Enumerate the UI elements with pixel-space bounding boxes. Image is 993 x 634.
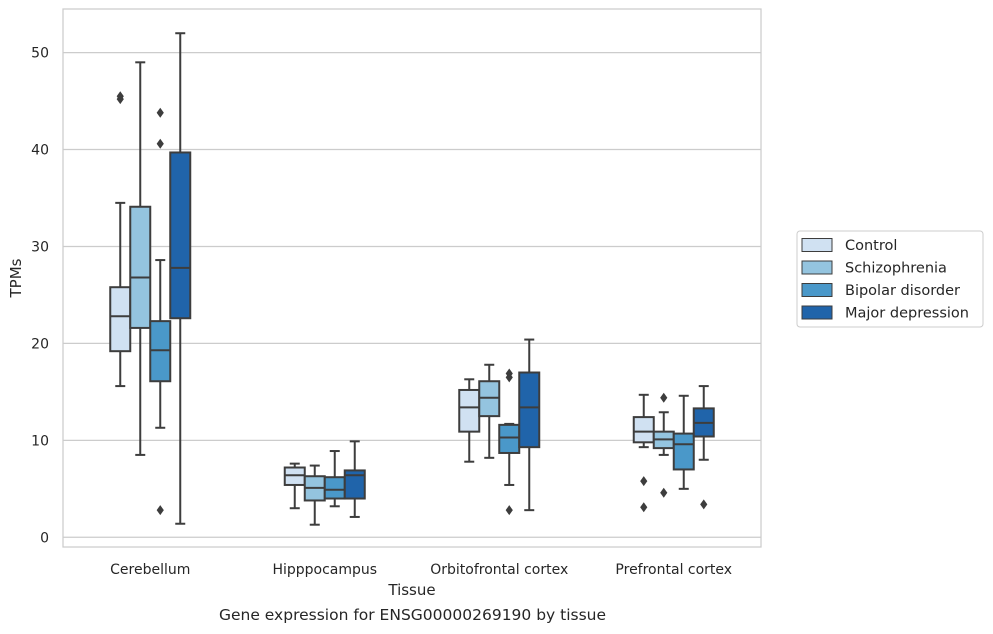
- x-tick-label: Orbitofrontal cortex: [430, 562, 568, 578]
- y-tick-label: 0: [40, 530, 49, 546]
- legend-label: Bipolar disorder: [845, 283, 960, 299]
- outlier-point: [156, 107, 164, 118]
- box-schizophrenia: [303, 464, 326, 526]
- outlier-point: [156, 505, 164, 516]
- legend-label: Control: [845, 238, 897, 254]
- legend: Control Schizophrenia Bipolar disorder Majo…: [796, 230, 984, 328]
- y-tick-label: 10: [31, 433, 49, 449]
- box-bipolar-disorder: [149, 107, 172, 516]
- box-iqr: [129, 205, 152, 329]
- box-bipolar-disorder: [498, 368, 521, 516]
- box-iqr: [498, 423, 521, 454]
- y-tick-label: 20: [31, 336, 49, 352]
- outlier-point: [660, 392, 668, 403]
- box-major-depression: [169, 32, 192, 525]
- box-schizophrenia: [478, 363, 501, 459]
- y-tick-labels: 0 10 20 30 40 50: [31, 46, 49, 547]
- outlier-point: [116, 91, 124, 102]
- box-schizophrenia: [652, 392, 675, 498]
- outlier-point: [505, 368, 513, 379]
- plot-boxes: [109, 32, 715, 526]
- box-iqr: [109, 286, 132, 353]
- box-bipolar-disorder: [323, 450, 346, 508]
- outlier-point: [640, 476, 648, 487]
- box-control: [283, 462, 306, 510]
- box-major-depression: [692, 385, 715, 510]
- x-tick-label: Prefrontal cortex: [615, 562, 732, 578]
- box-iqr: [169, 151, 192, 320]
- legend-label: Major depression: [845, 306, 969, 322]
- x-axis-label: Tissue: [387, 581, 435, 599]
- box-control: [458, 378, 481, 463]
- box-schizophrenia: [129, 61, 152, 456]
- box-control: [109, 91, 132, 388]
- outlier-point: [700, 499, 708, 510]
- x-tick-label: Hipppocampus: [272, 562, 377, 578]
- y-axis-label: TPMs: [7, 258, 25, 298]
- y-tick-label: 30: [31, 239, 49, 255]
- legend-swatch: [801, 260, 833, 275]
- box-iqr: [458, 388, 481, 433]
- box-iqr: [518, 371, 541, 449]
- legend-swatch: [801, 305, 833, 320]
- outlier-point: [505, 505, 513, 516]
- y-gridlines: [63, 51, 761, 538]
- legend-swatch: [801, 283, 833, 297]
- legend-frame: [796, 230, 984, 328]
- x-tick-label: Cerebellum: [110, 562, 190, 578]
- y-tick-label: 50: [31, 46, 49, 62]
- box-control: [632, 393, 655, 513]
- plot-frame: [62, 8, 762, 548]
- y-tick-label: 40: [31, 143, 49, 159]
- legend-swatch: [801, 238, 833, 252]
- box-bipolar-disorder: [672, 394, 695, 490]
- box-iqr: [323, 476, 346, 500]
- outlier-point: [640, 502, 648, 513]
- outlier-point: [156, 138, 164, 149]
- figure-caption: Gene expression for ENSG00000269190 by t…: [218, 606, 607, 624]
- outlier-point: [660, 487, 668, 498]
- box-iqr: [343, 469, 366, 500]
- legend-label: Schizophrenia: [845, 261, 947, 277]
- box-iqr: [672, 432, 695, 471]
- box-major-depression: [343, 440, 366, 518]
- box-major-depression: [518, 338, 541, 512]
- x-tick-labels: Cerebellum Hipppocampus Orbitofrontal cort…: [110, 562, 732, 578]
- box-iqr: [632, 416, 655, 444]
